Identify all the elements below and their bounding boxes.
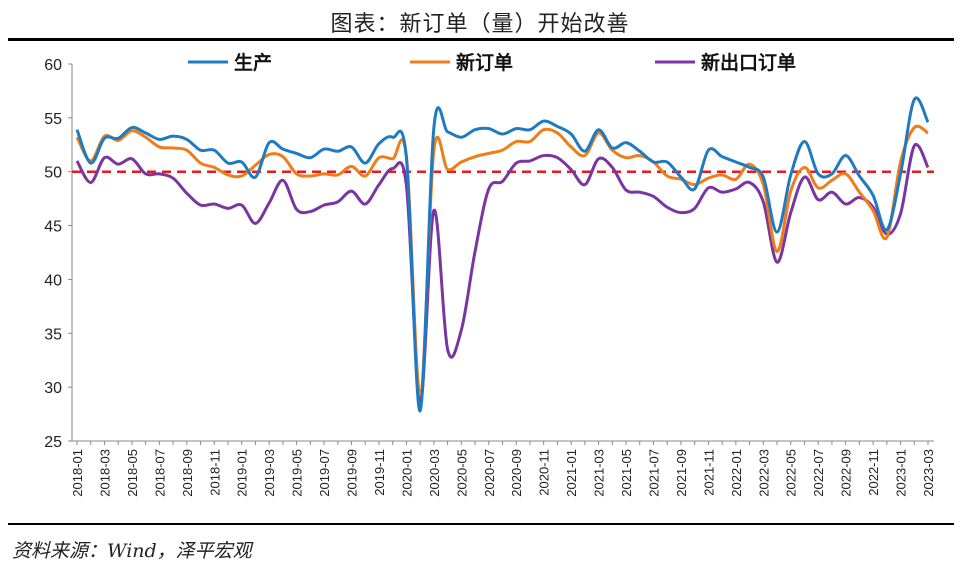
y-tick-label: 40 — [44, 272, 62, 289]
x-tick-label: 2018-09 — [180, 449, 195, 497]
y-tick-label: 45 — [44, 219, 62, 236]
x-tick-label: 2019-11 — [372, 449, 387, 496]
x-tick-label: 2019-01 — [235, 449, 250, 497]
legend-label-0: 生产 — [234, 51, 272, 74]
x-tick-label: 2020-05 — [454, 449, 469, 497]
x-tick-label: 2023-01 — [894, 449, 909, 497]
x-tick-label: 2022-09 — [839, 449, 854, 497]
x-tick-label: 2023-03 — [921, 449, 936, 497]
x-tick-label: 2022-11 — [866, 449, 881, 496]
y-tick-label: 55 — [44, 111, 62, 128]
x-tick-label: 2020-09 — [509, 449, 524, 497]
x-tick-label: 2018-11 — [207, 449, 222, 496]
x-tick-label: 2018-05 — [125, 449, 140, 497]
x-tick-label: 2019-05 — [290, 449, 305, 497]
x-tick-label: 2021-09 — [674, 449, 689, 497]
y-tick-label: 60 — [44, 57, 62, 74]
source-note: 资料来源：Wind，泽平宏观 — [12, 540, 252, 562]
y-tick-label: 30 — [44, 380, 62, 397]
bottom-rule — [8, 523, 954, 525]
x-tick-label: 2018-07 — [152, 449, 167, 497]
y-tick-label: 35 — [44, 326, 62, 343]
x-tick-label: 2021-05 — [619, 449, 634, 497]
x-tick-label: 2020-11 — [537, 449, 552, 496]
x-tick-label: 2019-07 — [317, 449, 332, 497]
x-tick-label: 2020-07 — [482, 449, 497, 497]
x-tick-label: 2021-01 — [564, 449, 579, 497]
chart-title: 图表：新订单（量）开始改善 — [330, 12, 630, 37]
x-tick-label: 2021-03 — [592, 449, 607, 497]
x-tick-label: 2021-11 — [701, 449, 716, 496]
x-tick-label: 2019-09 — [345, 449, 360, 497]
legend-label-1: 新订单 — [456, 51, 513, 74]
x-tick-label: 2021-07 — [646, 449, 661, 497]
x-tick-label: 2022-01 — [729, 449, 744, 497]
series-line-2 — [75, 142, 930, 403]
top-rule — [8, 38, 954, 41]
x-tick-label: 2020-03 — [427, 449, 442, 497]
x-tick-label: 2020-01 — [399, 449, 414, 497]
y-tick-label: 25 — [44, 434, 62, 451]
legend-label-2: 新出口订单 — [701, 51, 796, 74]
y-tick-label: 50 — [44, 165, 62, 182]
series-line-0 — [75, 96, 930, 413]
x-tick-label: 2022-07 — [811, 449, 826, 497]
x-tick-label: 2018-03 — [97, 449, 112, 497]
x-tick-label: 2022-03 — [756, 449, 771, 497]
x-tick-label: 2018-01 — [70, 449, 85, 497]
series-line-1 — [75, 124, 929, 397]
x-tick-label: 2019-03 — [262, 449, 277, 497]
x-tick-label: 2022-05 — [784, 449, 799, 497]
